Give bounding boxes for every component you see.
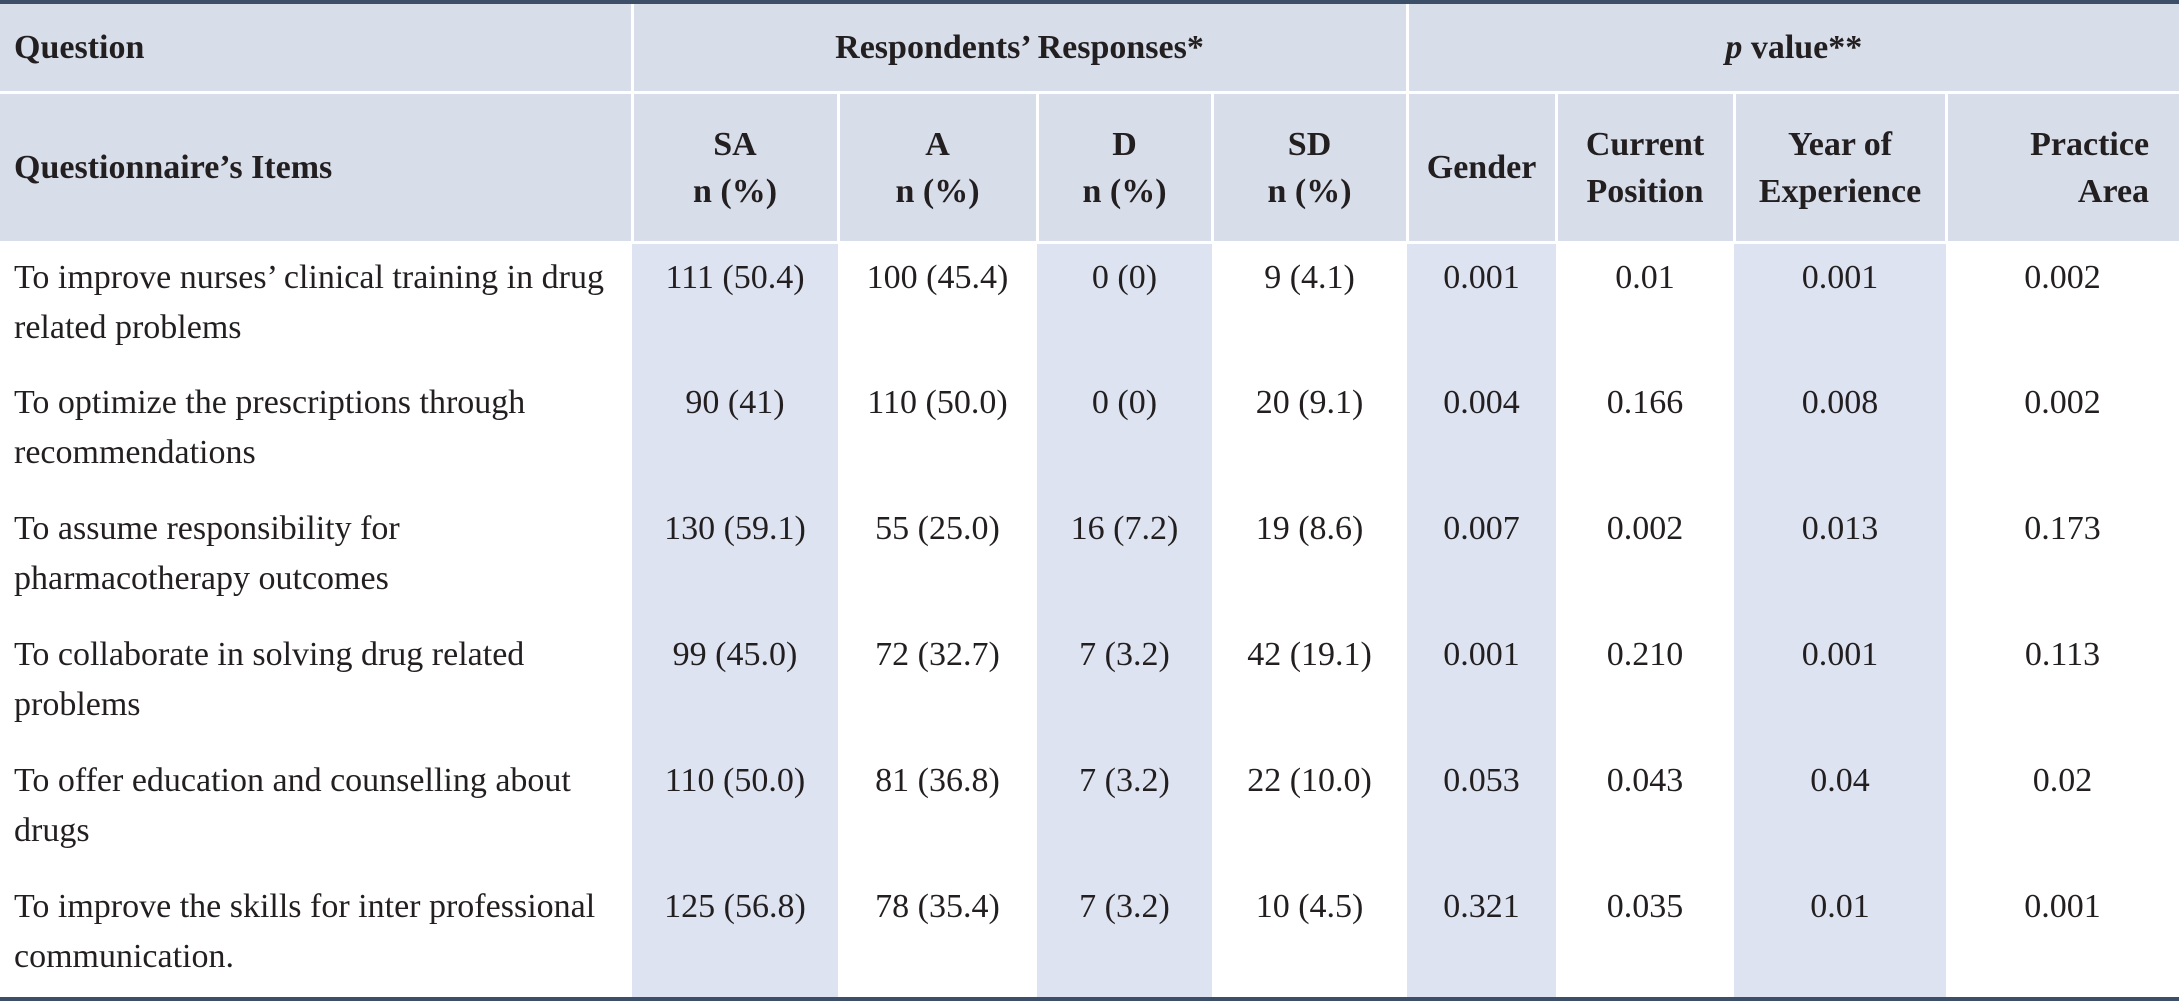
header-col-a-line1: A [925, 125, 950, 163]
cell-sa: 90 (41) [632, 368, 838, 495]
header-col-a-line2: n (%) [895, 172, 980, 210]
cell-sa: 130 (59.1) [632, 494, 838, 621]
cell-d: 7 (3.2) [1037, 746, 1212, 873]
header-items-label: Questionnaire’s Items [0, 92, 634, 244]
table-header: Question Respondents’ Responses* p value… [0, 2, 2179, 244]
cell-area: 0.173 [1946, 494, 2179, 621]
table-row: To collaborate in solving drug related p… [0, 620, 2179, 747]
cell-item: To collaborate in solving drug related p… [0, 620, 632, 747]
table-row: To improve nurses’ clinical training in … [0, 242, 2179, 369]
cell-gender: 0.004 [1407, 368, 1557, 495]
table-row: To optimize the prescriptions through re… [0, 368, 2179, 495]
header-col-sd-line1: SD [1287, 125, 1332, 163]
cell-area: 0.02 [1946, 746, 2179, 873]
header-col-position-line1: Current [1585, 125, 1705, 163]
cell-item: To optimize the prescriptions through re… [0, 368, 632, 495]
cell-area: 0.002 [1946, 242, 2179, 369]
cell-gender: 0.001 [1407, 242, 1557, 369]
header-question: Question [0, 2, 634, 94]
cell-a: 110 (50.0) [838, 368, 1037, 495]
header-col-sd-line2: n (%) [1267, 172, 1352, 210]
cell-sa: 99 (45.0) [632, 620, 838, 747]
cell-area: 0.002 [1946, 368, 2179, 495]
cell-position: 0.043 [1556, 746, 1735, 873]
table-row: To offer education and counselling about… [0, 746, 2179, 873]
header-col-position-line2: Position [1586, 172, 1704, 210]
cell-a: 100 (45.4) [838, 242, 1037, 369]
cell-d: 16 (7.2) [1037, 494, 1212, 621]
cell-sd: 10 (4.5) [1212, 872, 1408, 1001]
header-col-sa-line1: SA [713, 125, 757, 163]
cell-gender: 0.053 [1407, 746, 1557, 873]
cell-experience: 0.01 [1734, 872, 1947, 1001]
cell-d: 0 (0) [1037, 242, 1212, 369]
cell-experience: 0.001 [1734, 620, 1947, 747]
header-pvalue-rest: value** [1742, 29, 1863, 66]
cell-sa: 111 (50.4) [632, 242, 838, 369]
cell-position: 0.210 [1556, 620, 1735, 747]
cell-sd: 42 (19.1) [1212, 620, 1408, 747]
cell-a: 81 (36.8) [838, 746, 1037, 873]
cell-position: 0.166 [1556, 368, 1735, 495]
header-col-position: Current Position [1556, 92, 1736, 244]
header-col-d-line2: n (%) [1082, 172, 1167, 210]
header-col-area-line2: Area [2077, 172, 2150, 210]
cell-sa: 110 (50.0) [632, 746, 838, 873]
cell-experience: 0.04 [1734, 746, 1947, 873]
header-col-gender: Gender [1407, 92, 1558, 244]
cell-a: 55 (25.0) [838, 494, 1037, 621]
header-row-group: Question Respondents’ Responses* p value… [0, 2, 2179, 94]
cell-gender: 0.321 [1407, 872, 1557, 1001]
cell-sa: 125 (56.8) [632, 872, 838, 1001]
cell-a: 72 (32.7) [838, 620, 1037, 747]
cell-gender: 0.001 [1407, 620, 1557, 747]
header-col-experience-line1: Year of [1787, 125, 1893, 163]
cell-position: 0.002 [1556, 494, 1735, 621]
cell-d: 0 (0) [1037, 368, 1212, 495]
cell-d: 7 (3.2) [1037, 620, 1212, 747]
cell-area: 0.113 [1946, 620, 2179, 747]
table-body: To improve nurses’ clinical training in … [0, 242, 2179, 1001]
cell-item: To offer education and counselling about… [0, 746, 632, 873]
cell-area: 0.001 [1946, 872, 2179, 1001]
cell-item: To assume responsibility for pharmacothe… [0, 494, 632, 621]
cell-sd: 20 (9.1) [1212, 368, 1408, 495]
cell-a: 78 (35.4) [838, 872, 1037, 1001]
header-col-area-line1: Practice [2030, 125, 2150, 163]
cell-sd: 19 (8.6) [1212, 494, 1408, 621]
header-pvalue-group: p value** [1407, 2, 2179, 94]
table-row: To assume responsibility for pharmacothe… [0, 494, 2179, 621]
cell-experience: 0.001 [1734, 242, 1947, 369]
cell-d: 7 (3.2) [1037, 872, 1212, 1001]
cell-sd: 9 (4.1) [1212, 242, 1408, 369]
cell-experience: 0.013 [1734, 494, 1947, 621]
header-col-sa-line2: n (%) [692, 172, 778, 210]
cell-position: 0.01 [1556, 242, 1735, 369]
cell-experience: 0.008 [1734, 368, 1947, 495]
header-col-d-line1: D [1112, 125, 1137, 163]
table-row: To improve the skills for inter professi… [0, 872, 2179, 1001]
cell-sd: 22 (10.0) [1212, 746, 1408, 873]
header-col-experience: Year of Experience [1734, 92, 1948, 244]
cell-position: 0.035 [1556, 872, 1735, 1001]
header-col-sd: SD n (%) [1212, 92, 1409, 244]
cell-gender: 0.007 [1407, 494, 1557, 621]
header-col-experience-line2: Experience [1758, 172, 1922, 210]
header-col-gender-line1: Gender [1426, 149, 1537, 186]
header-responses-group: Respondents’ Responses* [632, 2, 1409, 94]
cell-item: To improve nurses’ clinical training in … [0, 242, 632, 369]
header-col-sa: SA n (%) [632, 92, 840, 244]
header-col-area: Practice Area [1946, 92, 2179, 244]
cell-item: To improve the skills for inter professi… [0, 872, 632, 1001]
header-pvalue-italic: p [1725, 29, 1743, 66]
